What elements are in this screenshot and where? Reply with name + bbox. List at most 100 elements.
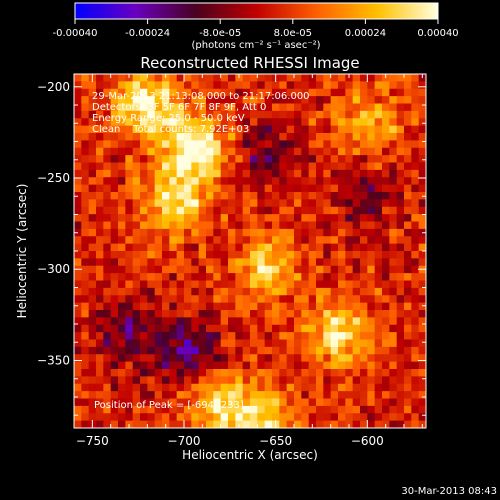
heatmap-cell xyxy=(338,310,346,318)
heatmap-cell xyxy=(228,133,236,141)
heatmap-cell xyxy=(338,103,346,112)
heatmap-cell xyxy=(220,398,229,407)
heatmap-cell xyxy=(257,133,266,141)
heatmap-cell xyxy=(360,96,368,105)
heatmap-cell xyxy=(264,81,273,90)
heatmap-cell xyxy=(198,125,207,134)
heatmap-cell xyxy=(367,169,376,178)
heatmap-cell xyxy=(110,214,119,223)
heatmap-cell xyxy=(396,302,405,311)
heatmap-cell xyxy=(118,405,126,414)
heatmap-cell xyxy=(147,398,156,407)
heatmap-cell xyxy=(74,280,82,289)
heatmap-cell xyxy=(323,110,332,119)
heatmap-cell xyxy=(206,339,214,348)
heatmap-cell xyxy=(330,346,339,355)
heatmap-cell xyxy=(338,74,346,82)
heatmap-cell xyxy=(257,228,266,237)
heatmap-cell xyxy=(279,88,288,97)
heatmap-cell xyxy=(198,221,207,230)
heatmap-cell xyxy=(81,317,90,326)
heatmap-cell xyxy=(272,258,280,267)
heatmap-cell xyxy=(147,236,156,245)
heatmap-cell xyxy=(198,81,207,90)
heatmap-cell xyxy=(191,361,200,370)
heatmap-cell xyxy=(345,177,354,186)
heatmap-cell xyxy=(206,251,214,259)
heatmap-cell xyxy=(110,310,119,318)
heatmap-cell xyxy=(206,110,214,119)
heatmap-cell xyxy=(88,280,97,289)
heatmap-cell xyxy=(213,81,222,90)
heatmap-cell xyxy=(279,125,288,134)
heatmap-cell xyxy=(250,405,258,414)
heatmap-cell xyxy=(74,103,82,112)
heatmap-cell xyxy=(345,169,354,178)
heatmap-cell xyxy=(88,192,97,200)
heatmap-cell xyxy=(169,147,178,156)
heatmap-cell xyxy=(330,413,339,422)
heatmap-cell xyxy=(132,243,141,252)
heatmap-cell xyxy=(330,317,339,326)
heatmap-cell xyxy=(323,310,332,318)
heatmap-cell xyxy=(250,258,258,267)
heatmap-cell xyxy=(81,398,90,407)
heatmap-cell xyxy=(125,199,134,208)
heatmap-cell xyxy=(198,103,207,112)
heatmap-cell xyxy=(74,96,82,105)
heatmap-cell xyxy=(257,140,266,149)
heatmap-cell xyxy=(147,88,156,97)
heatmap-cell xyxy=(360,214,368,223)
heatmap-cell xyxy=(176,110,185,119)
heatmap-cell xyxy=(323,140,332,149)
heatmap-cell xyxy=(272,383,280,392)
heatmap-cell xyxy=(213,376,222,385)
heatmap-cell xyxy=(257,177,266,186)
heatmap-cell xyxy=(198,354,207,363)
heatmap-cell xyxy=(169,376,178,385)
heatmap-cell xyxy=(118,265,126,274)
heatmap-cell xyxy=(264,405,273,414)
heatmap-cell xyxy=(404,184,412,193)
heatmap-cell xyxy=(338,199,346,208)
heatmap-cell xyxy=(206,199,214,208)
heatmap-cell xyxy=(418,295,426,304)
heatmap-cell xyxy=(389,295,398,304)
heatmap-cell xyxy=(316,169,324,178)
heatmap-cell xyxy=(147,110,156,119)
heatmap-cell xyxy=(110,110,119,119)
heatmap-cell xyxy=(264,118,273,127)
heatmap-cell xyxy=(360,302,368,311)
heatmap-cell xyxy=(96,310,104,318)
heatmap-cell xyxy=(338,295,346,304)
heatmap-cell xyxy=(374,258,383,267)
heatmap-cell xyxy=(103,265,112,274)
heatmap-cell xyxy=(213,74,222,82)
y-tick-label: −300 xyxy=(37,262,70,276)
heatmap-cell xyxy=(374,221,383,230)
heatmap-cell xyxy=(118,280,126,289)
heatmap-cell xyxy=(411,413,420,422)
heatmap-cell xyxy=(206,332,214,341)
heatmap-cell xyxy=(118,147,126,156)
heatmap-cell xyxy=(154,413,163,422)
heatmap-cell xyxy=(272,265,280,274)
heatmap-cell xyxy=(74,310,82,318)
heatmap-cell xyxy=(264,192,273,200)
heatmap-cell xyxy=(140,287,148,296)
heatmap-cell xyxy=(176,391,185,400)
heatmap-cell xyxy=(206,265,214,274)
heatmap-cell xyxy=(396,199,405,208)
heatmap-cell xyxy=(360,147,368,156)
heatmap-cell xyxy=(279,199,288,208)
heatmap-cell xyxy=(360,140,368,149)
heatmap-cell xyxy=(169,162,178,171)
heatmap-cell xyxy=(382,317,390,326)
heatmap-cell xyxy=(220,206,229,215)
heatmap-cell xyxy=(184,310,192,318)
heatmap-cell xyxy=(272,110,280,119)
heatmap-cell xyxy=(286,339,295,348)
heatmap-cell xyxy=(264,96,273,105)
heatmap-cell xyxy=(220,361,229,370)
heatmap-cell xyxy=(308,147,317,156)
